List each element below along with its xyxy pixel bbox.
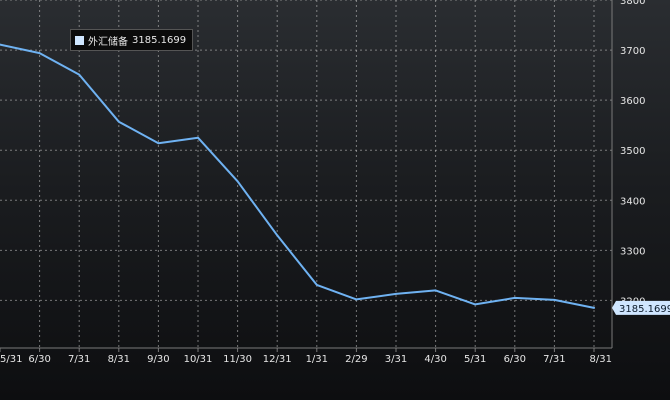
legend: 外汇储备 3185.1699 bbox=[70, 29, 194, 51]
last-value-label: 3185.1699 bbox=[619, 304, 670, 315]
x-tick-label: 7/31 bbox=[68, 354, 90, 365]
y-tick-label: 3400 bbox=[620, 196, 645, 207]
x-tick-label: 1/31 bbox=[306, 354, 328, 365]
y-tick-label: 3300 bbox=[620, 246, 645, 257]
grid bbox=[0, 0, 612, 348]
x-tick-label: 6/30 bbox=[28, 354, 50, 365]
y-tick-label: 3800 bbox=[620, 0, 645, 7]
x-tick-label: 8/31 bbox=[590, 354, 612, 365]
last-value-marker bbox=[612, 300, 670, 315]
x-tick-label: 3/31 bbox=[385, 354, 407, 365]
tick-labels: 32003300340035003600370038005/316/307/31… bbox=[0, 0, 670, 365]
series-layer bbox=[0, 43, 595, 309]
x-tick-label: 10/31 bbox=[184, 354, 213, 365]
x-tick-label: 2/29 bbox=[345, 354, 367, 365]
legend-swatch bbox=[75, 35, 84, 45]
x-tick-label: 5/31 bbox=[464, 354, 486, 365]
x-tick-label: 8/31 bbox=[108, 354, 130, 365]
x-tick-label: 5/31 bbox=[0, 354, 22, 365]
x-tick-label: 9/30 bbox=[147, 354, 169, 365]
x-tick-label: 11/30 bbox=[223, 354, 252, 365]
legend-series-name: 外汇储备 bbox=[88, 36, 128, 48]
x-tick-label: 7/31 bbox=[543, 354, 565, 365]
x-tick-label: 12/31 bbox=[263, 354, 292, 365]
y-tick-label: 3700 bbox=[620, 46, 645, 57]
legend-value: 3185.1699 bbox=[132, 34, 187, 46]
y-tick-label: 3500 bbox=[620, 146, 645, 157]
x-tick-label: 4/30 bbox=[424, 354, 446, 365]
axes bbox=[0, 0, 613, 352]
series-line bbox=[0, 43, 595, 309]
x-tick-label: 6/30 bbox=[504, 354, 526, 365]
y-tick-label: 3600 bbox=[620, 96, 645, 107]
